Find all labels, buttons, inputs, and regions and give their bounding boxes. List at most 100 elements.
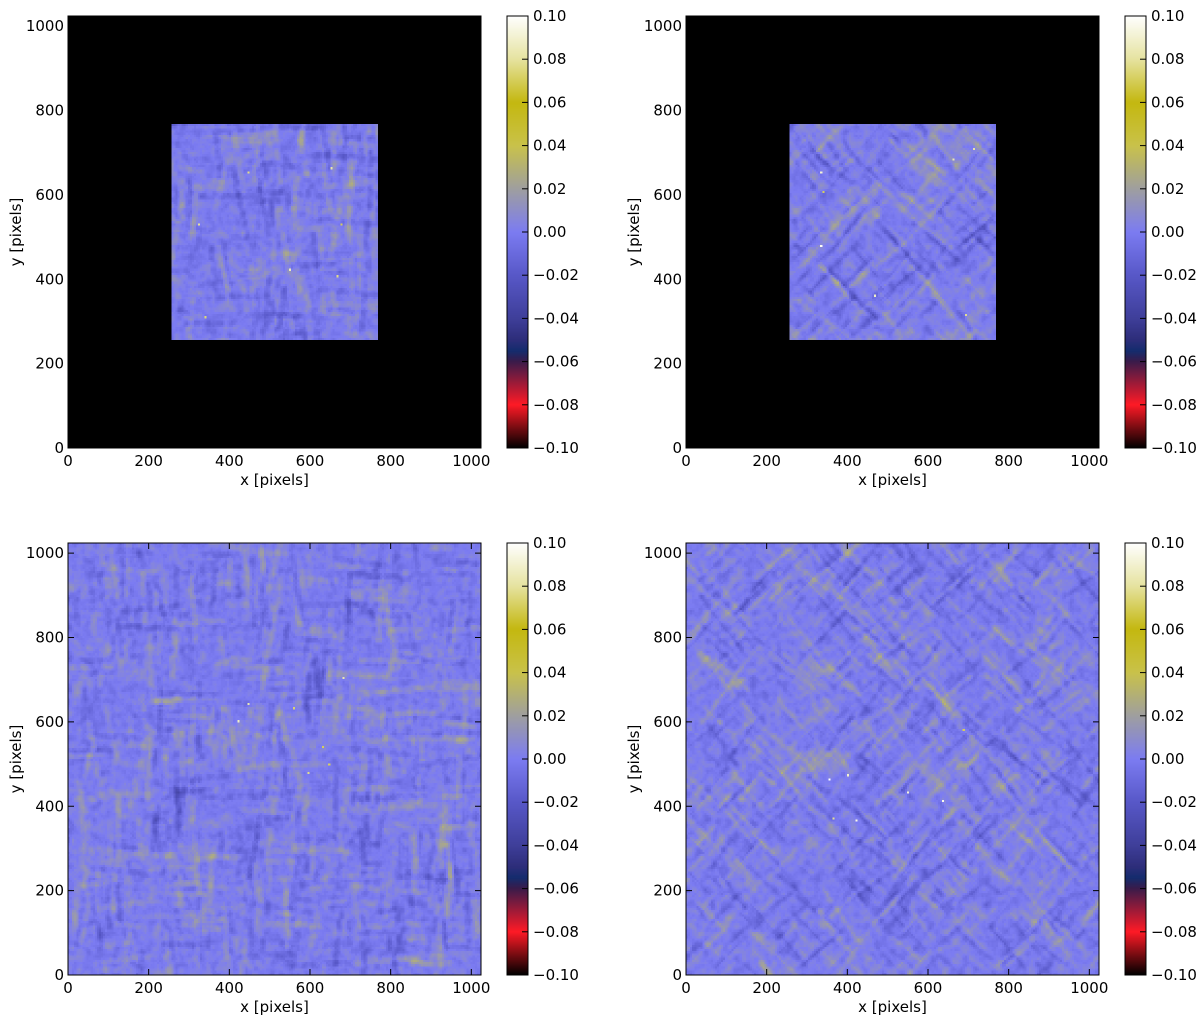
x-tick-label: 200: [134, 452, 163, 470]
y-tick-label: 800: [653, 629, 682, 647]
axes-frame: [685, 15, 1100, 449]
colorbar-tick-label: −0.10: [533, 439, 579, 457]
colorbar-tick-label: −0.02: [533, 266, 579, 284]
x-tick-label: 800: [994, 452, 1023, 470]
colorbar-tick-label: −0.10: [533, 966, 579, 984]
colorbar-tick-label: 0.08: [1151, 577, 1184, 595]
panel-top-left: 0 200 400 600 800 1000 0 200 400 600 800 1000 x [pix…: [7, 7, 579, 489]
y-tick-label: 600: [35, 713, 64, 731]
colorbar-tick-label: −0.04: [533, 309, 579, 327]
axes-frame: [67, 15, 482, 449]
colorbar-tick-label: 0.08: [1151, 50, 1184, 68]
colorbar-tick-label: −0.02: [1151, 266, 1197, 284]
heatmap-image: [68, 16, 481, 448]
x-tick-label: 600: [914, 979, 943, 997]
y-axis-label: y [pixels]: [7, 198, 25, 267]
x-tick-label: 1000: [452, 979, 490, 997]
x-tick-label: 800: [994, 979, 1023, 997]
colorbar-tick-label: −0.08: [1151, 396, 1197, 414]
colorbar-tick-label: 0.02: [533, 180, 566, 198]
y-axis-label: y [pixels]: [625, 198, 643, 267]
y-tick-label: 0: [672, 439, 682, 457]
colorbar-tick-label: 0.04: [533, 664, 566, 682]
axes-frame: [67, 542, 482, 976]
colorbar-tick-label: −0.04: [1151, 309, 1197, 327]
colorbar-tick-label: 0.02: [533, 707, 566, 725]
x-tick-label: 0: [63, 979, 73, 997]
colorbar-tick-label: −0.08: [533, 396, 579, 414]
x-axis-label: x [pixels]: [858, 471, 927, 489]
x-tick-label: 600: [296, 979, 325, 997]
colorbar-tick-label: 0.10: [1151, 7, 1184, 25]
heatmap-image: [686, 543, 1099, 975]
colorbar-tick-label: −0.06: [1151, 880, 1197, 898]
x-tick-label: 400: [215, 452, 244, 470]
x-tick-label: 1000: [1070, 979, 1108, 997]
colorbar-tick-label: −0.08: [533, 923, 579, 941]
x-tick-label: 400: [215, 979, 244, 997]
colorbar-tick-label: 0.06: [533, 620, 566, 638]
colorbar-gradient: [507, 16, 528, 448]
x-axis-label: x [pixels]: [240, 998, 309, 1016]
colorbar-tick-label: 0.04: [1151, 664, 1184, 682]
colorbar-tick-label: 0.06: [1151, 93, 1184, 111]
colorbar-tick-label: −0.06: [533, 353, 579, 371]
colorbar-tick-label: 0.04: [1151, 137, 1184, 155]
panel-top-right: 0 200 400 600 800 1000 0 200 400 600 800 1000 x [pix…: [625, 7, 1197, 489]
colorbar-tick-label: 0.10: [533, 7, 566, 25]
y-tick-label: 1000: [644, 17, 682, 35]
y-tick-label: 400: [653, 797, 682, 815]
colorbar-tick-label: 0.10: [533, 534, 566, 552]
colorbar-tick-label: 0.00: [1151, 223, 1184, 241]
colorbar-tick-label: 0.06: [1151, 620, 1184, 638]
colorbar-tick-label: 0.06: [533, 93, 566, 111]
colorbar-gradient: [1125, 543, 1146, 975]
y-axis-label: y [pixels]: [625, 725, 643, 794]
x-tick-label: 0: [681, 979, 691, 997]
y-tick-label: 1000: [26, 17, 64, 35]
colorbar-tick-label: 0.02: [1151, 180, 1184, 198]
y-tick-label: 400: [35, 270, 64, 288]
colorbar-gradient: [507, 543, 528, 975]
y-axis-label: y [pixels]: [7, 725, 25, 794]
x-tick-label: 400: [833, 979, 862, 997]
y-tick-label: 600: [653, 713, 682, 731]
colorbar-tick-label: −0.02: [1151, 793, 1197, 811]
y-tick-label: 800: [35, 629, 64, 647]
x-axis-label: x [pixels]: [240, 471, 309, 489]
x-tick-label: 400: [833, 452, 862, 470]
y-tick-label: 0: [54, 966, 64, 984]
y-tick-label: 1000: [644, 544, 682, 562]
y-tick-label: 200: [653, 355, 682, 373]
colorbar-tick-label: −0.04: [1151, 836, 1197, 854]
y-tick-label: 0: [672, 966, 682, 984]
x-tick-label: 1000: [452, 452, 490, 470]
y-tick-label: 600: [653, 186, 682, 204]
x-tick-label: 1000: [1070, 452, 1108, 470]
colorbar-tick-label: −0.02: [533, 793, 579, 811]
colorbar-tick-label: −0.06: [1151, 353, 1197, 371]
colorbar-tick-label: 0.02: [1151, 707, 1184, 725]
panel-bottom-left: 0 200 400 600 800 1000 0 200 400 600 800 1000 x [pix…: [7, 534, 579, 1016]
x-axis-label: x [pixels]: [858, 998, 927, 1016]
axes-frame: [685, 542, 1100, 976]
heatmap-image: [68, 543, 481, 975]
colorbar-tick-label: 0.08: [533, 577, 566, 595]
y-tick-label: 200: [35, 355, 64, 373]
x-tick-label: 800: [376, 452, 405, 470]
y-tick-label: 200: [35, 882, 64, 900]
colorbar-tick-label: −0.10: [1151, 439, 1197, 457]
y-tick-label: 200: [653, 882, 682, 900]
colorbar-tick-label: −0.04: [533, 836, 579, 854]
y-tick-label: 0: [54, 439, 64, 457]
x-tick-label: 0: [681, 452, 691, 470]
y-tick-label: 800: [653, 102, 682, 120]
colorbar-tick-label: 0.00: [533, 223, 566, 241]
panel-bottom-right: 0 200 400 600 800 1000 0 200 400 600 800 1000 x [pix…: [625, 534, 1197, 1016]
x-tick-label: 200: [752, 452, 781, 470]
colorbar-tick-label: 0.00: [1151, 750, 1184, 768]
x-tick-label: 200: [752, 979, 781, 997]
heatmap-image: [686, 16, 1099, 448]
y-tick-label: 400: [35, 797, 64, 815]
